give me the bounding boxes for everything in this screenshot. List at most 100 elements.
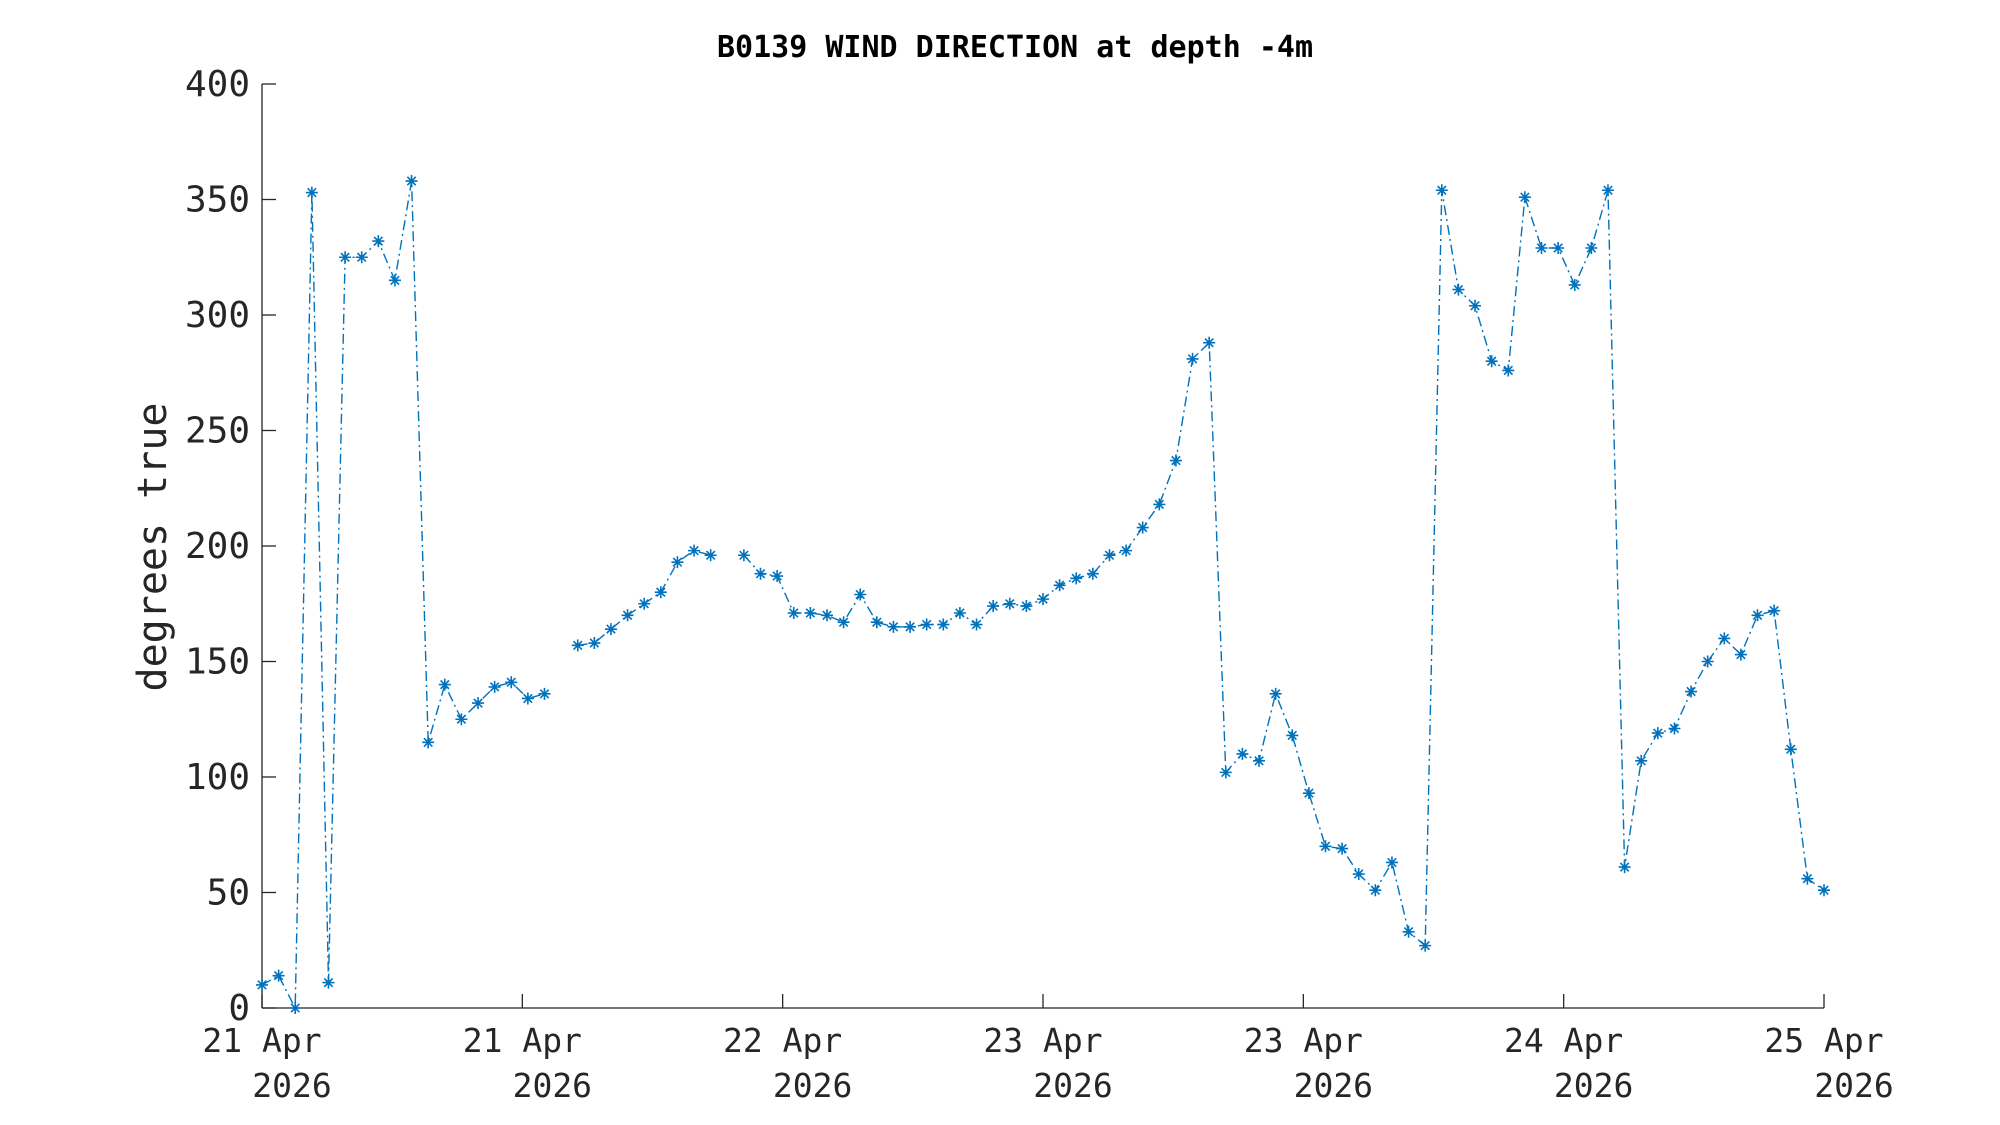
y-tick-label: 0: [228, 988, 250, 1029]
data-point: [1535, 242, 1548, 255]
data-point: [1236, 747, 1249, 760]
data-point: [987, 600, 1000, 613]
x-tick-label-date: 24 Apr: [1504, 1021, 1623, 1060]
x-tick-label-date: 25 Apr: [1764, 1021, 1883, 1060]
y-tick-label: 150: [185, 642, 250, 683]
data-point: [688, 544, 701, 557]
x-axis-ticks: 21 Apr 2026 21 Apr 2026 22 Apr 2026 23 Apr 2026…: [202, 994, 1894, 1105]
data-point: [638, 597, 651, 610]
data-point: [1169, 454, 1182, 467]
data-point: [355, 251, 368, 264]
data-point: [472, 697, 485, 710]
series-line: [261, 180, 545, 1009]
x-tick-label-date: 21 Apr: [463, 1021, 582, 1060]
data-point: [704, 549, 717, 562]
data-point: [488, 680, 501, 693]
x-tick-label-year: 2026: [773, 1066, 852, 1105]
data-point: [1784, 743, 1797, 756]
y-axis-ticks: 0 50 100 150 200 250 300 350 400: [185, 64, 276, 1029]
data-point: [1718, 632, 1731, 645]
y-tick-label: 100: [185, 757, 250, 798]
data-point: [1336, 842, 1349, 855]
x-tick-label-year: 2026: [1554, 1066, 1633, 1105]
x-tick-label-year: 2026: [1814, 1066, 1893, 1105]
data-point: [1020, 600, 1033, 613]
data-point: [654, 586, 667, 599]
data-point: [837, 616, 850, 629]
data-point: [1469, 299, 1482, 312]
data-point: [1369, 884, 1382, 897]
chart-title: B0139 WIND DIRECTION at depth -4m: [717, 30, 1313, 65]
data-point: [1651, 727, 1664, 740]
data-point: [754, 567, 767, 580]
data-point: [1685, 685, 1698, 698]
y-tick-label: 300: [185, 295, 250, 336]
x-tick-label-date: 23 Apr: [983, 1021, 1102, 1060]
data-point: [372, 235, 385, 248]
x-tick-label-year: 2026: [1033, 1066, 1112, 1105]
data-point: [1768, 604, 1781, 617]
x-tick-label-year: 2026: [252, 1066, 331, 1105]
data-point: [1037, 593, 1049, 606]
data-point: [1070, 572, 1083, 585]
data-point: [1734, 648, 1747, 661]
axes: [261, 84, 1824, 1009]
data-point: [1668, 722, 1681, 735]
data-point: [737, 549, 750, 562]
data-point: [256, 978, 268, 991]
data-point: [820, 609, 833, 622]
data-point: [1319, 840, 1332, 853]
data-point: [1219, 766, 1232, 779]
data-point: [904, 620, 917, 633]
data-point: [1419, 939, 1432, 952]
data-point: [937, 618, 950, 631]
data-point: [1518, 191, 1531, 204]
data-point: [538, 687, 551, 700]
data-point: [272, 969, 285, 982]
data-point: [305, 186, 318, 199]
data-point: [621, 609, 634, 622]
data-point: [588, 637, 601, 650]
data-point: [455, 713, 468, 726]
data-point: [1751, 609, 1764, 622]
data-point: [505, 676, 518, 689]
data-point: [1203, 336, 1216, 349]
data-point: [1402, 925, 1415, 938]
y-tick-label: 200: [185, 526, 250, 567]
y-axis-label: degrees true: [130, 403, 176, 692]
data-point: [1120, 544, 1133, 557]
x-tick-label-date: 21 Apr: [202, 1021, 321, 1060]
data-point: [920, 618, 933, 631]
x-tick-label-year: 2026: [513, 1066, 592, 1105]
data-point: [289, 1002, 302, 1014]
data-point: [388, 274, 401, 287]
y-tick-label: 50: [207, 873, 250, 914]
data-point: [1818, 884, 1830, 897]
data-point: [322, 976, 335, 989]
data-point: [953, 606, 966, 619]
data-point: [1452, 283, 1465, 296]
data-point: [1601, 184, 1614, 197]
data-series: [256, 175, 1830, 1014]
data-point: [804, 606, 817, 619]
data-point: [1485, 355, 1498, 368]
x-tick-label-date: 22 Apr: [723, 1021, 842, 1060]
data-point: [787, 606, 800, 619]
y-tick-label: 350: [185, 180, 250, 221]
y-tick-label: 250: [185, 411, 250, 452]
data-point: [1502, 364, 1515, 377]
data-point: [1253, 754, 1266, 767]
x-tick-label-date: 23 Apr: [1244, 1021, 1363, 1060]
series-line: [743, 190, 1825, 948]
data-point: [870, 616, 883, 629]
data-point: [970, 618, 983, 631]
data-point: [771, 570, 784, 583]
data-point: [854, 588, 867, 601]
data-point: [1286, 729, 1299, 742]
data-point: [1269, 687, 1282, 700]
data-point: [887, 620, 900, 633]
data-point: [1103, 549, 1116, 562]
data-point: [1568, 278, 1581, 291]
data-point: [438, 678, 451, 691]
